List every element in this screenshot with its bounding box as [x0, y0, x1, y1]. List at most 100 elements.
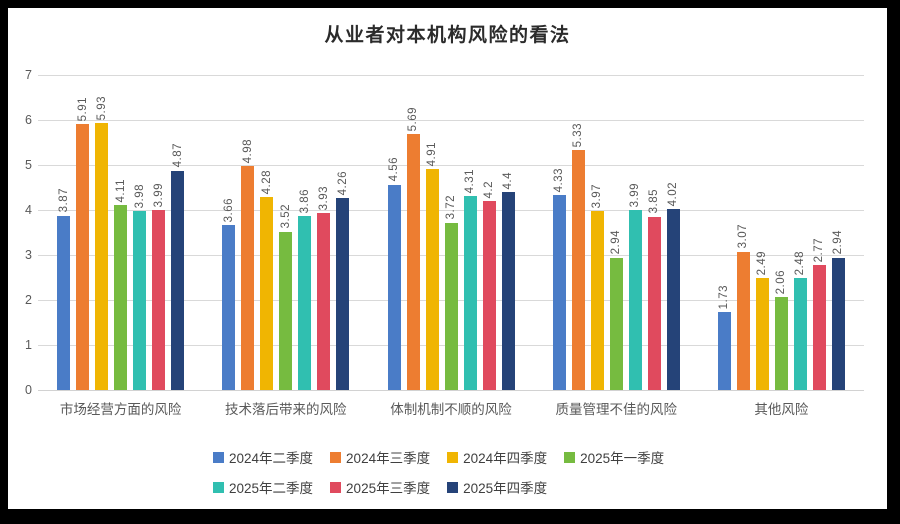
legend-marker-icon: [330, 451, 342, 463]
legend: 2024年二季度 2024年三季度 2024年四季度 2025年一季度 2025年二季度…: [213, 442, 664, 502]
legend-item-2025年三季度: 2025年三季度: [330, 477, 430, 497]
bar-2025年二季度-市场经营方面的风险: [133, 210, 147, 390]
bar-value-label: 2.77: [813, 237, 826, 263]
bar-2025年三季度-技术落后带来的风险: [317, 213, 331, 390]
y-tick-label-0: 0: [25, 383, 32, 397]
legend-label: 2024年四季度: [463, 451, 548, 466]
bar-2025年三季度-体制机制不顺的风险: [482, 201, 496, 390]
bar-2024年四季度-其他风险: [755, 277, 769, 390]
legend-label: 2024年二季度: [229, 451, 314, 466]
bar-value-label: 4.33: [553, 167, 566, 193]
bar-value-label: 5.91: [76, 96, 89, 122]
bar-2025年一季度-市场经营方面的风险: [114, 205, 128, 390]
bar-2024年三季度-技术落后带来的风险: [241, 165, 255, 390]
bar-value-label: 4.28: [260, 170, 273, 195]
bar-2025年四季度-质量管理不佳的风险: [666, 209, 680, 390]
y-axis: 0 1 2 3 4 5 6 7: [8, 68, 32, 397]
bar-2024年二季度-质量管理不佳的风险: [552, 195, 566, 390]
legend-item-2025年四季度: 2025年四季度: [447, 477, 547, 497]
bar-value-label: 4.2: [483, 180, 495, 199]
x-axis-line: [38, 390, 864, 391]
bar-2025年四季度-市场经营方面的风险: [171, 170, 185, 390]
bar-2025年二季度-技术落后带来的风险: [298, 216, 312, 390]
legend-item-2025年一季度: 2025年一季度: [564, 447, 664, 467]
bar-2025年三季度-市场经营方面的风险: [152, 210, 166, 390]
bar-value-label: 3.85: [648, 189, 661, 214]
bar-2025年一季度-其他风险: [774, 297, 788, 390]
gridline-5: [38, 165, 864, 166]
bar-2025年三季度-其他风险: [812, 265, 826, 390]
legend-marker-icon: [564, 451, 576, 463]
bar-2024年四季度-体制机制不顺的风险: [425, 169, 439, 390]
bar-2025年三季度-质量管理不佳的风险: [647, 216, 661, 390]
legend-item-2024年三季度: 2024年三季度: [330, 447, 430, 467]
legend-marker-icon: [447, 481, 459, 493]
bar-value-label: 2.49: [756, 250, 769, 275]
legend-label: 2025年二季度: [229, 481, 314, 496]
bar-2024年四季度-市场经营方面的风险: [95, 123, 109, 390]
bar-2025年二季度-其他风险: [793, 278, 807, 390]
bar-2024年三季度-体制机制不顺的风险: [406, 133, 420, 390]
category-label-0: 市场经营方面的风险: [59, 402, 182, 417]
y-tick-label-2: 2: [25, 293, 32, 307]
legend-label: 2025年三季度: [346, 481, 431, 496]
bar-2025年四季度-技术落后带来的风险: [336, 198, 350, 390]
bar-value-label: 4.02: [667, 181, 680, 207]
bar-value-label: 4.4: [502, 171, 514, 190]
gridline-7: [38, 75, 864, 76]
bar-value-label: 3.93: [317, 185, 330, 211]
bar-2025年一季度-质量管理不佳的风险: [609, 257, 623, 390]
bar-2024年二季度-市场经营方面的风险: [57, 215, 71, 390]
bar-value-label: 3.07: [737, 224, 750, 249]
legend-label: 2024年三季度: [346, 451, 431, 466]
bar-value-label: 5.33: [572, 122, 585, 148]
bar-value-label: 4.26: [336, 170, 349, 196]
bar-value-label: 4.98: [241, 138, 254, 163]
bar-2024年二季度-其他风险: [717, 312, 731, 390]
plot-area: 3.87 5.91 5.93 4.11 3.98 3.99 4.87 3.66 4.98 4.28…: [38, 75, 864, 391]
bar-value-label: 3.66: [222, 197, 235, 223]
bar-2024年三季度-市场经营方面的风险: [76, 124, 90, 390]
bar-value-label: 3.86: [298, 188, 311, 214]
legend-item-2024年四季度: 2024年四季度: [447, 447, 547, 467]
y-tick-label-1: 1: [25, 338, 32, 352]
y-tick-label-5: 5: [25, 158, 32, 172]
bar-value-label: 2.48: [794, 251, 807, 276]
bar-value-label: 4.91: [426, 141, 438, 167]
bar-2024年四季度-质量管理不佳的风险: [590, 211, 604, 390]
category-label-3: 质量管理不佳的风险: [555, 402, 677, 417]
x-axis-categories: 市场经营方面的风险 技术落后带来的风险 体制机制不顺的风险 质量管理不佳的风险 其他风险: [38, 398, 864, 418]
legend-label: 2025年一季度: [580, 451, 665, 466]
bar-2024年三季度-其他风险: [736, 251, 750, 390]
legend-label: 2025年四季度: [463, 481, 548, 496]
bar-value-label: 3.99: [629, 183, 642, 208]
bar-value-label: 3.99: [152, 183, 165, 208]
legend-item-2024年二季度: 2024年二季度: [213, 447, 313, 467]
category-label-2: 体制机制不顺的风险: [390, 402, 512, 417]
legend-row-2: 2025年二季度 2025年三季度 2025年四季度: [213, 472, 664, 502]
y-tick-label-7: 7: [25, 68, 32, 82]
bar-value-label: 1.73: [718, 284, 731, 310]
y-tick-label-4: 4: [25, 203, 32, 217]
gridline-6: [38, 120, 864, 121]
bar-2024年二季度-体制机制不顺的风险: [387, 184, 401, 390]
legend-marker-icon: [447, 451, 459, 463]
bar-2025年四季度-体制机制不顺的风险: [501, 192, 515, 390]
y-tick-label-6: 6: [25, 113, 32, 127]
bar-value-label: 2.06: [775, 269, 788, 295]
bar-value-label: 4.11: [114, 178, 127, 203]
legend-marker-icon: [213, 481, 224, 493]
legend-item-2025年二季度: 2025年二季度: [213, 477, 313, 497]
bar-value-label: 3.72: [445, 195, 457, 220]
bar-2025年一季度-技术落后带来的风险: [279, 231, 293, 390]
bar-2025年二季度-体制机制不顺的风险: [463, 196, 477, 390]
category-label-4: 其他风险: [754, 402, 809, 417]
chart-title: 从业者对本机构风险的看法: [324, 24, 571, 46]
bar-value-label: 3.97: [591, 183, 604, 209]
bar-value-label: 4.87: [171, 143, 184, 168]
bar-value-label: 4.31: [464, 168, 476, 194]
legend-row-1: 2024年二季度 2024年三季度 2024年四季度 2025年一季度: [213, 442, 664, 472]
bar-value-label: 2.94: [832, 230, 845, 255]
